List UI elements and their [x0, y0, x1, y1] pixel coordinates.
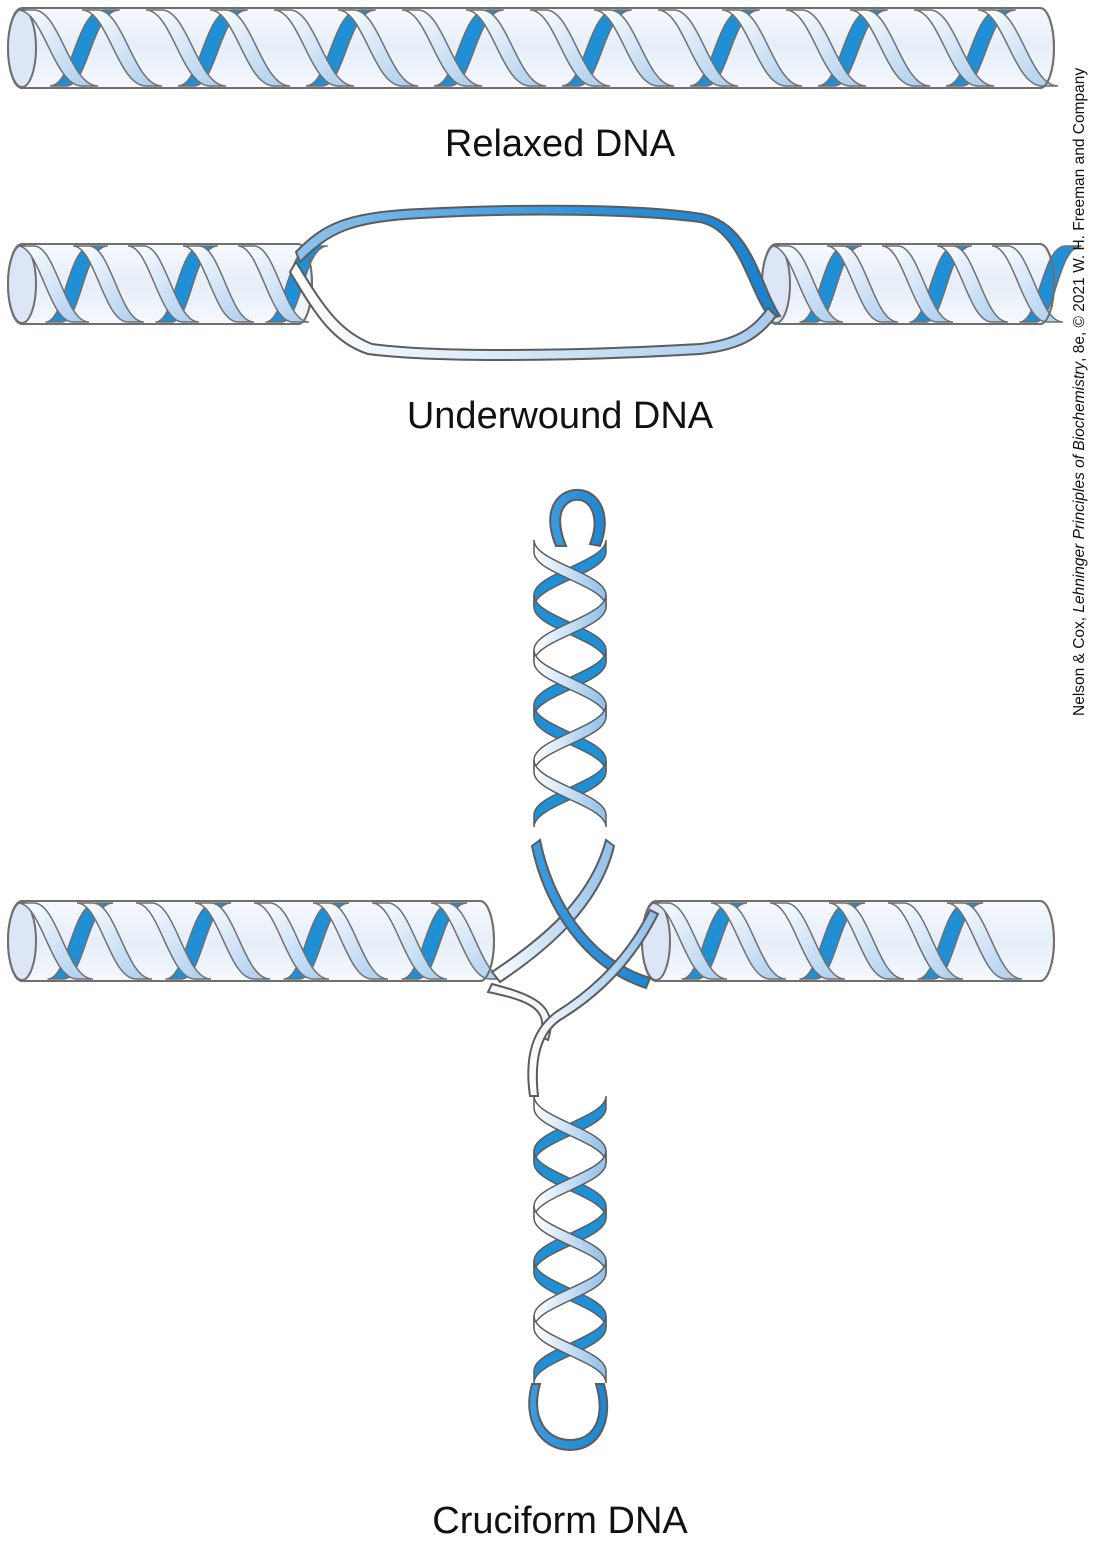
copyright-credit: Nelson & Cox, Lehninger Principles of Bi… [1070, 6, 1094, 716]
cruciform-top-front-strand-4 [534, 760, 606, 827]
cruciform-right-helix [642, 901, 1054, 981]
cruciform-top-hairpin [534, 540, 606, 827]
cruciform-left-helix [8, 901, 506, 981]
relaxed-dna-helix [8, 8, 1058, 88]
cruciform-bottom-front-strand-1 [534, 1151, 606, 1218]
underwound-right-helix [762, 244, 1082, 324]
cruciform-bottom-front-strand-4 [534, 1316, 606, 1383]
cruciform-dna-label: Cruciform DNA [0, 1502, 1094, 1540]
cruciform-bottom-front-strand-2 [534, 1206, 606, 1273]
relaxed-dna-label: Relaxed DNA [0, 125, 1094, 163]
cruciform-top-front-strand-2 [534, 650, 606, 717]
cruciform-top-front-strand-1 [534, 595, 606, 662]
credit-prefix: Nelson & Cox, [1071, 613, 1088, 716]
underwound-unpaired-loop [290, 206, 780, 360]
top-hairpin-cap [550, 490, 605, 546]
credit-book-title: Lehninger Principles of Biochemistry [1071, 362, 1088, 613]
cruciform-bottom-front-strand-0 [534, 1096, 606, 1163]
cruciform-bottom-hairpin [534, 1096, 606, 1383]
relaxed-tube-end [8, 9, 36, 87]
cruciform-bottom-front-strand-3 [534, 1261, 606, 1328]
cruciform-junction [488, 840, 658, 1096]
credit-suffix: , 8e, © 2021 W. H. Freeman and Company [1071, 68, 1088, 362]
cruciform-top-front-strand-0 [534, 540, 606, 607]
cruciform-left-tube-end [8, 902, 36, 980]
underwound-dna-label: Underwound DNA [0, 397, 1094, 435]
bottom-hairpin-cap [529, 1384, 607, 1450]
cruciform-top-front-strand-3 [534, 705, 606, 772]
underwound-left-helix [8, 244, 328, 324]
